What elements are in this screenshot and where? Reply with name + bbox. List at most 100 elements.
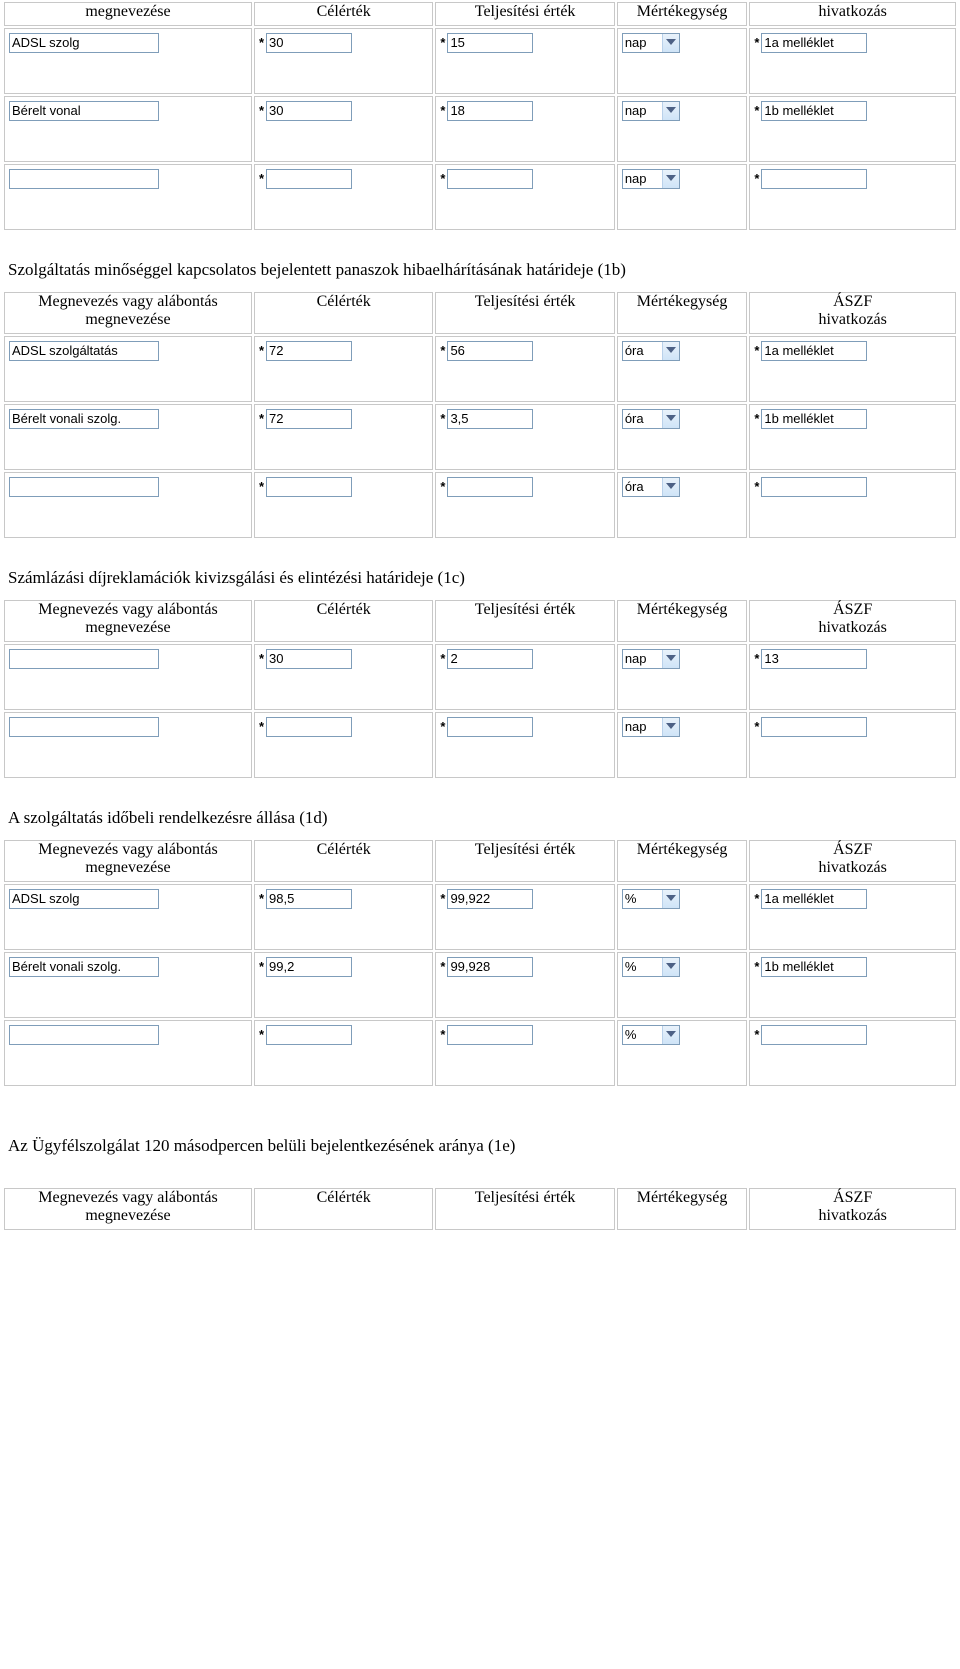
- required-star: *: [259, 477, 264, 497]
- ref-field[interactable]: 1b melléklet: [761, 409, 867, 429]
- telj-field[interactable]: [447, 717, 533, 737]
- header-name-l2: megnevezése: [9, 1207, 247, 1225]
- telj-field[interactable]: 2: [447, 649, 533, 669]
- telj-field[interactable]: 3,5: [447, 409, 533, 429]
- unit-select[interactable]: nap: [622, 169, 680, 189]
- required-star: *: [440, 889, 445, 909]
- ref-field[interactable]: 13: [761, 649, 867, 669]
- telj-field[interactable]: 56: [447, 341, 533, 361]
- ref-field[interactable]: 1b melléklet: [761, 101, 867, 121]
- cel-field[interactable]: [266, 717, 352, 737]
- required-star: *: [259, 33, 264, 53]
- header-aszf: ÁSZFhivatkozás: [749, 600, 956, 642]
- section-title: Szolgáltatás minőséggel kapcsolatos beje…: [8, 260, 960, 280]
- name-field[interactable]: Bérelt vonali szolg.: [9, 957, 159, 977]
- ref-field[interactable]: 1a melléklet: [761, 889, 867, 909]
- unit-select[interactable]: nap: [622, 717, 680, 737]
- unit-select[interactable]: %: [622, 1025, 680, 1045]
- unit-select[interactable]: %: [622, 889, 680, 909]
- name-field[interactable]: [9, 477, 159, 497]
- telj-field[interactable]: 15: [447, 33, 533, 53]
- unit-select-value: %: [623, 1026, 639, 1044]
- header-me: Mértékegység: [617, 840, 748, 882]
- telj-field[interactable]: [447, 477, 533, 497]
- section-title: Az Ügyfélszolgálat 120 másodpercen belül…: [8, 1136, 960, 1156]
- ref-field[interactable]: [761, 477, 867, 497]
- header-aszf-l2: hivatkozás: [754, 859, 951, 877]
- cel-field[interactable]: 72: [266, 409, 352, 429]
- cel-field[interactable]: 72: [266, 341, 352, 361]
- unit-select[interactable]: %: [622, 957, 680, 977]
- header-telj: Teljesítési érték: [435, 840, 614, 882]
- name-field[interactable]: ADSL szolg: [9, 889, 159, 909]
- ref-field[interactable]: 1a melléklet: [761, 33, 867, 53]
- header-name: megnevezése: [4, 2, 252, 26]
- unit-select-value: %: [623, 890, 639, 908]
- ref-field[interactable]: [761, 169, 867, 189]
- cel-field[interactable]: [266, 477, 352, 497]
- name-field[interactable]: [9, 717, 159, 737]
- header-aszf-l1: ÁSZF: [754, 293, 951, 311]
- table-row: Bérelt vonali szolg. *99,2 *99,928 % *1b…: [4, 952, 956, 1018]
- cel-field[interactable]: 30: [266, 649, 352, 669]
- required-star: *: [259, 169, 264, 189]
- telj-field[interactable]: 18: [447, 101, 533, 121]
- name-field[interactable]: [9, 1025, 159, 1045]
- cel-field[interactable]: 30: [266, 33, 352, 53]
- cel-field[interactable]: 98,5: [266, 889, 352, 909]
- cel-field[interactable]: 99,2: [266, 957, 352, 977]
- required-star: *: [259, 341, 264, 361]
- table-row: ADSL szolg *98,5 *99,922 % *1a melléklet: [4, 884, 956, 950]
- unit-select[interactable]: óra: [622, 477, 680, 497]
- cel-field[interactable]: [266, 169, 352, 189]
- name-field[interactable]: ADSL szolgáltatás: [9, 341, 159, 361]
- name-field[interactable]: Bérelt vonal: [9, 101, 159, 121]
- name-field[interactable]: ADSL szolg: [9, 33, 159, 53]
- cel-field[interactable]: 30: [266, 101, 352, 121]
- header-aszf-l2: hivatkozás: [754, 1207, 951, 1225]
- telj-field[interactable]: [447, 1025, 533, 1045]
- required-star: *: [259, 889, 264, 909]
- table-1c: Megnevezés vagy alábontásmegnevezése Cél…: [2, 598, 958, 780]
- section-1c: Számlázási díjreklamációk kivizsgálási é…: [0, 568, 960, 780]
- required-star: *: [754, 649, 759, 669]
- header-me: Mértékegység: [617, 2, 748, 26]
- chevron-down-icon: [662, 34, 679, 52]
- unit-select-value: óra: [623, 478, 646, 496]
- table-1b: Megnevezés vagy alábontásmegnevezése Cél…: [2, 290, 958, 540]
- header-aszf-l1: ÁSZF: [754, 841, 951, 859]
- header-name-l2: megnevezése: [9, 619, 247, 637]
- chevron-down-icon: [662, 170, 679, 188]
- header-name: Megnevezés vagy alábontásmegnevezése: [4, 600, 252, 642]
- telj-field[interactable]: 99,928: [447, 957, 533, 977]
- unit-select-value: nap: [623, 34, 649, 52]
- ref-field[interactable]: 1b melléklet: [761, 957, 867, 977]
- name-field[interactable]: [9, 169, 159, 189]
- name-field[interactable]: [9, 649, 159, 669]
- name-field[interactable]: Bérelt vonali szolg.: [9, 409, 159, 429]
- header-name: Megnevezés vagy alábontásmegnevezése: [4, 840, 252, 882]
- telj-field[interactable]: [447, 169, 533, 189]
- cel-field[interactable]: [266, 1025, 352, 1045]
- section-title: A szolgáltatás időbeli rendelkezésre áll…: [8, 808, 960, 828]
- unit-select[interactable]: óra: [622, 409, 680, 429]
- ref-field[interactable]: [761, 717, 867, 737]
- header-aszf-l2: hivatkozás: [818, 3, 886, 20]
- table-1e: Megnevezés vagy alábontásmegnevezése Cél…: [2, 1186, 958, 1232]
- ref-field[interactable]: [761, 1025, 867, 1045]
- required-star: *: [259, 101, 264, 121]
- unit-select[interactable]: nap: [622, 33, 680, 53]
- header-cel: Célérték: [254, 600, 433, 642]
- chevron-down-icon: [662, 718, 679, 736]
- table-row: * * nap *: [4, 164, 956, 230]
- header-name: Megnevezés vagy alábontásmegnevezése: [4, 292, 252, 334]
- header-aszf-l1: ÁSZF: [754, 1189, 951, 1207]
- section-1b: Szolgáltatás minőséggel kapcsolatos beje…: [0, 260, 960, 540]
- unit-select[interactable]: nap: [622, 101, 680, 121]
- required-star: *: [440, 409, 445, 429]
- telj-field[interactable]: 99,922: [447, 889, 533, 909]
- required-star: *: [754, 957, 759, 977]
- unit-select[interactable]: óra: [622, 341, 680, 361]
- unit-select[interactable]: nap: [622, 649, 680, 669]
- ref-field[interactable]: 1a melléklet: [761, 341, 867, 361]
